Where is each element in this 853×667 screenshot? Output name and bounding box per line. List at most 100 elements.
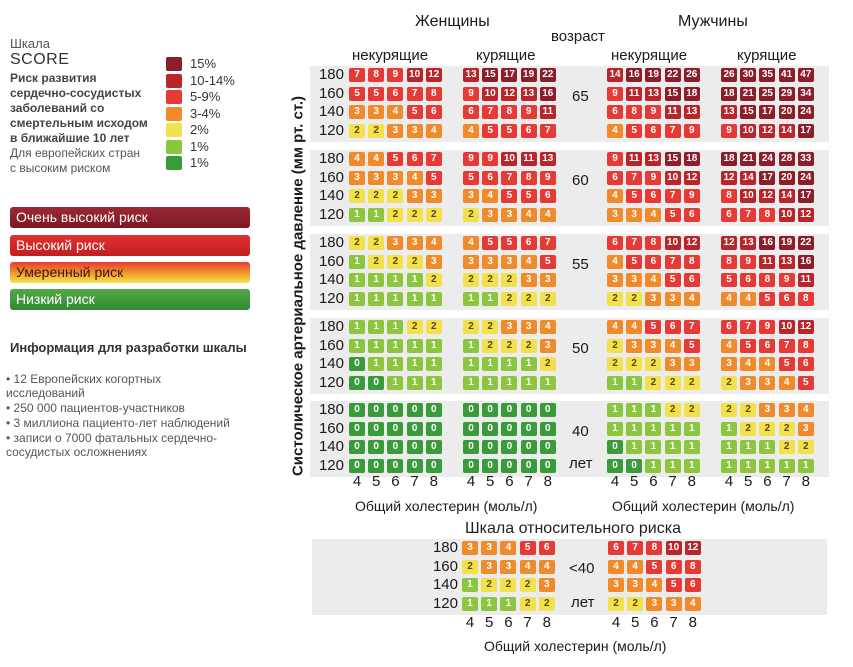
risk-cell: 5 (646, 559, 663, 574)
risk-cell: 7 (406, 86, 423, 101)
info-item: • записи о 7000 фатальных сердечно-сосуд… (6, 431, 218, 459)
risk-cell: 3 (664, 357, 681, 372)
risk-cell: 8 (759, 207, 776, 222)
risk-cell: 8 (721, 189, 737, 204)
risk-cell: 8 (626, 105, 643, 120)
risk-cell: 2 (481, 578, 498, 593)
risk-cell: 2 (778, 440, 795, 455)
risk-cell: 2 (425, 273, 442, 288)
risk-cell: 5 (683, 338, 700, 353)
risk-cell: 2 (664, 375, 681, 390)
risk-cell: 1 (539, 375, 556, 390)
sub-men-smoking: курящие (737, 47, 797, 64)
risk-cell: 6 (607, 105, 623, 120)
bp-label: 180 (318, 234, 344, 251)
risk-cell: 2 (368, 236, 385, 250)
risk-cell: 5 (797, 375, 814, 390)
risk-cell: 6 (683, 207, 700, 222)
legend-swatch (166, 123, 182, 137)
risk-cell: 8 (645, 236, 662, 250)
info-item: • 250 000 пациентов-участников (6, 401, 185, 415)
risk-cell: 15 (664, 86, 681, 101)
risk-cell: 0 (387, 403, 404, 417)
risk-cell: 20 (778, 170, 795, 185)
risk-cell: 1 (626, 440, 643, 455)
risk-cell: 2 (463, 320, 479, 334)
risk-cell: 0 (349, 421, 365, 436)
risk-cell: 7 (482, 105, 499, 120)
risk-cell: 1 (406, 357, 423, 372)
x-tick: 6 (504, 614, 513, 631)
risk-cell: 2 (501, 291, 518, 306)
risk-cell: 2 (368, 254, 385, 269)
risk-cell: 6 (607, 170, 623, 185)
risk-cell: 1 (463, 375, 479, 390)
risk-cell: 3 (520, 273, 537, 288)
risk-cell: 2 (645, 375, 662, 390)
risk-cell: 0 (368, 403, 385, 417)
bp-label: 180 (432, 539, 458, 556)
risk-cell: 11 (664, 105, 681, 120)
risk-cell: 7 (740, 320, 757, 334)
risk-cell: 4 (607, 320, 623, 334)
x-tick: 7 (669, 614, 678, 631)
risk-cell: 6 (645, 123, 662, 138)
sub-women-smoking: курящие (476, 47, 536, 64)
x-axis-label-men: Общий холестерин (моль/л) (612, 498, 795, 514)
risk-cell: 4 (519, 559, 536, 574)
risk-cell: 4 (778, 375, 795, 390)
risk-cell: 24 (797, 170, 814, 185)
risk-cell: 19 (520, 68, 537, 82)
risk-cell: 13 (740, 236, 757, 250)
info-item: • 12 Европейских когортных исследований (6, 372, 162, 400)
risk-cell: 9 (607, 152, 623, 166)
risk-cell: 6 (778, 291, 795, 306)
risk-cell: 0 (463, 458, 479, 473)
risk-cell: 3 (387, 236, 404, 250)
risk-cell: 2 (463, 273, 479, 288)
bp-label: 160 (432, 557, 458, 575)
risk-cell: 2 (778, 421, 795, 436)
x-tick: 7 (782, 473, 791, 490)
risk-cell: 11 (520, 152, 537, 166)
risk-cell: 9 (387, 68, 404, 82)
risk-cell: 5 (626, 254, 643, 269)
risk-cell: 0 (349, 375, 365, 390)
risk-cell: 3 (462, 541, 478, 555)
risk-cell: 6 (684, 578, 701, 593)
risk-cell: 10 (482, 86, 499, 101)
risk-cell: 5 (520, 189, 537, 204)
risk-cell: 8 (797, 291, 814, 306)
risk-cell: 1 (664, 440, 681, 455)
risk-cell: 7 (683, 320, 700, 334)
scale-label: Шкала (10, 36, 50, 51)
age-label: <40 (569, 560, 595, 577)
risk-cell: 5 (368, 86, 385, 101)
risk-cell: 0 (520, 440, 537, 455)
risk-cell: 25 (759, 86, 776, 101)
bp-label: 140 (318, 103, 344, 121)
risk-cell: 18 (683, 86, 700, 101)
legend-label: 5-9% (190, 89, 221, 104)
risk-cell: 11 (797, 273, 814, 288)
risk-cell: 29 (778, 86, 795, 101)
risk-cell: 0 (482, 421, 499, 436)
legend-label: 15% (190, 56, 217, 71)
risk-cell: 1 (482, 375, 499, 390)
risk-cell: 0 (349, 357, 365, 372)
legend-label: 2% (190, 122, 209, 137)
risk-cell: 21 (740, 86, 757, 101)
risk-cell: 1 (607, 375, 623, 390)
risk-cell: 19 (645, 68, 662, 82)
risk-cell: 1 (500, 596, 517, 611)
x-tick: 8 (801, 473, 810, 490)
x-tick: 4 (611, 614, 621, 631)
risk-cell: 1 (759, 440, 776, 455)
risk-cell: 3 (645, 338, 662, 353)
bp-label: 140 (318, 438, 344, 456)
risk-cell: 1 (368, 357, 385, 372)
risk-cell: 35 (759, 68, 776, 82)
risk-cell: 1 (626, 421, 643, 436)
risk-cell: 6 (539, 189, 556, 204)
risk-cell: 12 (721, 170, 737, 185)
